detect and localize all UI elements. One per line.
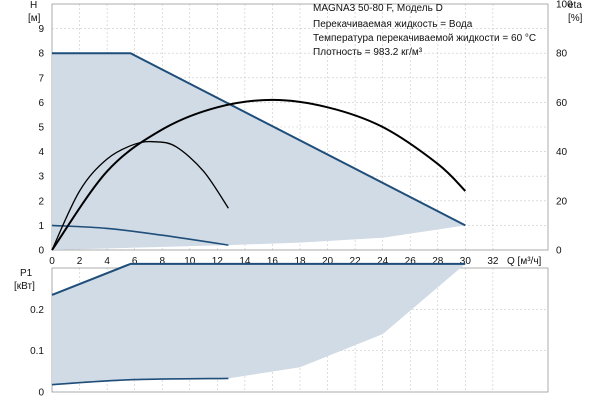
info-line-temperature: Температура перекачиваемой жидкости = 60…: [313, 33, 536, 44]
flow-tick-label: 28: [432, 256, 444, 267]
max-head-curve: [52, 52, 466, 227]
min-head-curve: [51, 224, 229, 246]
flow-tick-label: 32: [487, 256, 499, 267]
header-text: MAGNA3 50-80 F, Модель D Перекачиваемая …: [313, 3, 536, 58]
eta-axis-label: eta: [568, 0, 582, 11]
head-operating-area: [52, 53, 466, 251]
power-tick-label: 0.1: [30, 346, 44, 357]
flow-tick-label: 24: [377, 256, 389, 267]
flow-tick-label: 16: [267, 256, 279, 267]
head-tick-label: 2: [38, 196, 44, 207]
power-tick-label: 0: [38, 388, 44, 399]
head-tick-label: 4: [38, 147, 44, 158]
flow-tick-label: 12: [212, 256, 224, 267]
eta-tick-label: 0: [556, 246, 562, 257]
flow-tick-label: 8: [159, 256, 165, 267]
head-tick-label: 8: [38, 49, 44, 60]
head-eta-panel: 0 2 4 6 8 10 12 14 16 18 20 22 24 26 28 30 3201234567890…: [38, 0, 573, 267]
min-efficiency-curve: [51, 140, 229, 251]
max-power-curve: [51, 262, 466, 296]
flow-tick-label: 18: [294, 256, 306, 267]
flow-axis-label: Q [м³/ч]: [507, 256, 542, 267]
eta-tick-label: 100: [556, 0, 573, 11]
power-operating-area: [52, 263, 466, 385]
info-line-density: Плотность = 983.2 кг/м³: [313, 47, 423, 58]
model-title: MAGNA3 50-80 F, Модель D: [313, 3, 443, 14]
info-line-fluid: Перекачиваемая жидкость = Вода: [313, 19, 473, 30]
flow-tick-label: 30: [460, 256, 472, 267]
flow-tick-label: 22: [350, 256, 362, 267]
flow-tick-label: 6: [132, 256, 138, 267]
head-tick-label: 7: [38, 73, 44, 84]
head-axis-label: H: [30, 0, 37, 11]
flow-tick-label: 20: [322, 256, 334, 267]
flow-tick-label: 0: [49, 256, 55, 267]
flow-tick-label: 14: [239, 256, 251, 267]
power-axis-label: P1: [20, 268, 33, 279]
eta-axis-unit: [%]: [568, 13, 583, 24]
flow-tick-label: 4: [104, 256, 110, 267]
power-axis-unit: [кВт]: [14, 281, 35, 292]
head-axis-unit: [м]: [28, 13, 41, 24]
eta-tick-label: 20: [556, 196, 568, 207]
power-panel: 0 0.1 0.2: [30, 262, 549, 399]
head-tick-label: 0: [38, 246, 44, 257]
flow-tick-label: 2: [77, 256, 83, 267]
eta-tick-label: 80: [556, 49, 568, 60]
max-efficiency-curve: [51, 98, 467, 251]
head-tick-label: 3: [38, 172, 44, 183]
flow-tick-label: 10: [184, 256, 196, 267]
min-power-curve: [51, 377, 229, 386]
head-tick-label: 1: [38, 221, 44, 232]
flow-tick-label: 26: [405, 256, 417, 267]
head-tick-label: 9: [38, 24, 44, 35]
eta-tick-label: 60: [556, 98, 568, 109]
head-tick-label: 5: [38, 123, 44, 134]
power-tick-label: 0.2: [30, 305, 44, 316]
head-tick-label: 6: [38, 98, 44, 109]
eta-tick-label: 40: [556, 147, 568, 158]
axis-titles: H [м] eta [%] Q [м³/ч] P1 [кВт]: [14, 0, 583, 292]
